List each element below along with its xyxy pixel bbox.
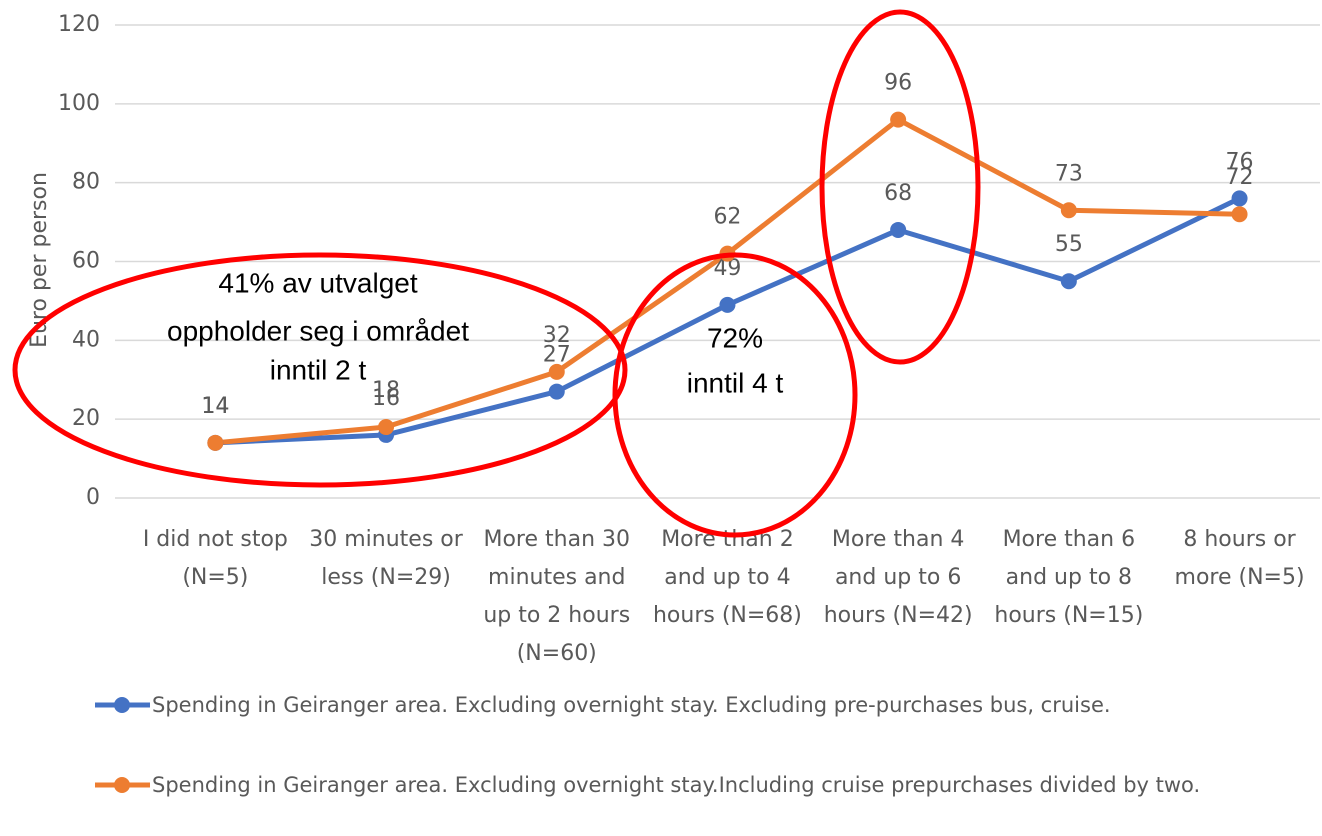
data-label: 14 xyxy=(201,394,229,419)
annotation: 41% av utvalget xyxy=(218,267,417,298)
legend-entry: Spending in Geiranger area. Excluding ov… xyxy=(152,693,1111,717)
y-tick-label: 0 xyxy=(86,485,100,510)
annotation: oppholder seg i området xyxy=(167,315,469,346)
data-point xyxy=(548,383,565,400)
data-label: 14 xyxy=(201,394,229,419)
x-tick-label: hours (N=15) xyxy=(994,603,1143,628)
x-tick-label: and up to 4 xyxy=(664,565,790,590)
x-tick-label: 8 hours or xyxy=(1183,527,1296,552)
data-point xyxy=(890,111,907,128)
y-tick-label: 40 xyxy=(72,327,100,352)
data-point xyxy=(890,221,907,238)
y-tick-label: 60 xyxy=(72,249,100,274)
annotation: inntil 2 t xyxy=(270,354,367,385)
x-tick-label: (N=5) xyxy=(182,565,248,590)
data-label: 96 xyxy=(884,71,912,96)
highlight-ellipse xyxy=(819,9,981,365)
highlight-ellipse xyxy=(12,252,628,488)
data-point xyxy=(1231,190,1248,207)
x-tick-label: and up to 8 xyxy=(1006,565,1132,590)
data-label: 32 xyxy=(543,323,571,348)
x-tick-label: 30 minutes or xyxy=(309,527,463,552)
data-label: 68 xyxy=(884,181,912,206)
x-tick-label: and up to 6 xyxy=(835,565,961,590)
data-label: 16 xyxy=(372,386,400,411)
x-tick-label: More than 30 xyxy=(483,527,630,552)
data-label: 73 xyxy=(1055,161,1083,186)
y-tick-label: 20 xyxy=(72,406,100,431)
data-label: 55 xyxy=(1055,232,1083,257)
x-tick-label: less (N=29) xyxy=(321,565,451,590)
x-tick-label: I did not stop xyxy=(143,527,288,552)
legend-marker xyxy=(114,697,130,713)
data-label: 27 xyxy=(543,343,571,368)
annotation: 72% xyxy=(707,322,763,353)
data-point xyxy=(1060,273,1077,290)
x-tick-label: More than 6 xyxy=(1003,527,1136,552)
data-label: 72 xyxy=(1226,165,1254,190)
legend-entry: Spending in Geiranger area. Excluding ov… xyxy=(152,773,1201,797)
x-tick-label: More than 4 xyxy=(832,527,965,552)
data-label: 62 xyxy=(713,205,741,230)
annotation: inntil 4 t xyxy=(687,367,784,398)
data-point xyxy=(1231,206,1248,223)
x-tick-label: (N=60) xyxy=(517,641,597,666)
data-point xyxy=(1060,202,1077,219)
x-tick-label: up to 2 hours xyxy=(483,603,630,628)
y-tick-label: 120 xyxy=(58,12,100,37)
y-tick-label: 100 xyxy=(58,91,100,116)
data-point xyxy=(719,296,736,313)
highlight-ellipse xyxy=(612,252,858,538)
x-tick-label: minutes and xyxy=(488,565,625,590)
x-tick-label: hours (N=42) xyxy=(824,603,973,628)
data-point xyxy=(207,434,224,451)
data-label: 18 xyxy=(372,378,400,403)
x-tick-label: more (N=5) xyxy=(1175,565,1305,590)
legend-marker xyxy=(114,777,130,793)
x-tick-label: hours (N=68) xyxy=(653,603,802,628)
data-point xyxy=(378,419,395,436)
y-tick-label: 80 xyxy=(72,170,100,195)
data-label: 76 xyxy=(1226,149,1254,174)
data-point xyxy=(548,363,565,380)
x-tick-label: More than 2 xyxy=(661,527,794,552)
